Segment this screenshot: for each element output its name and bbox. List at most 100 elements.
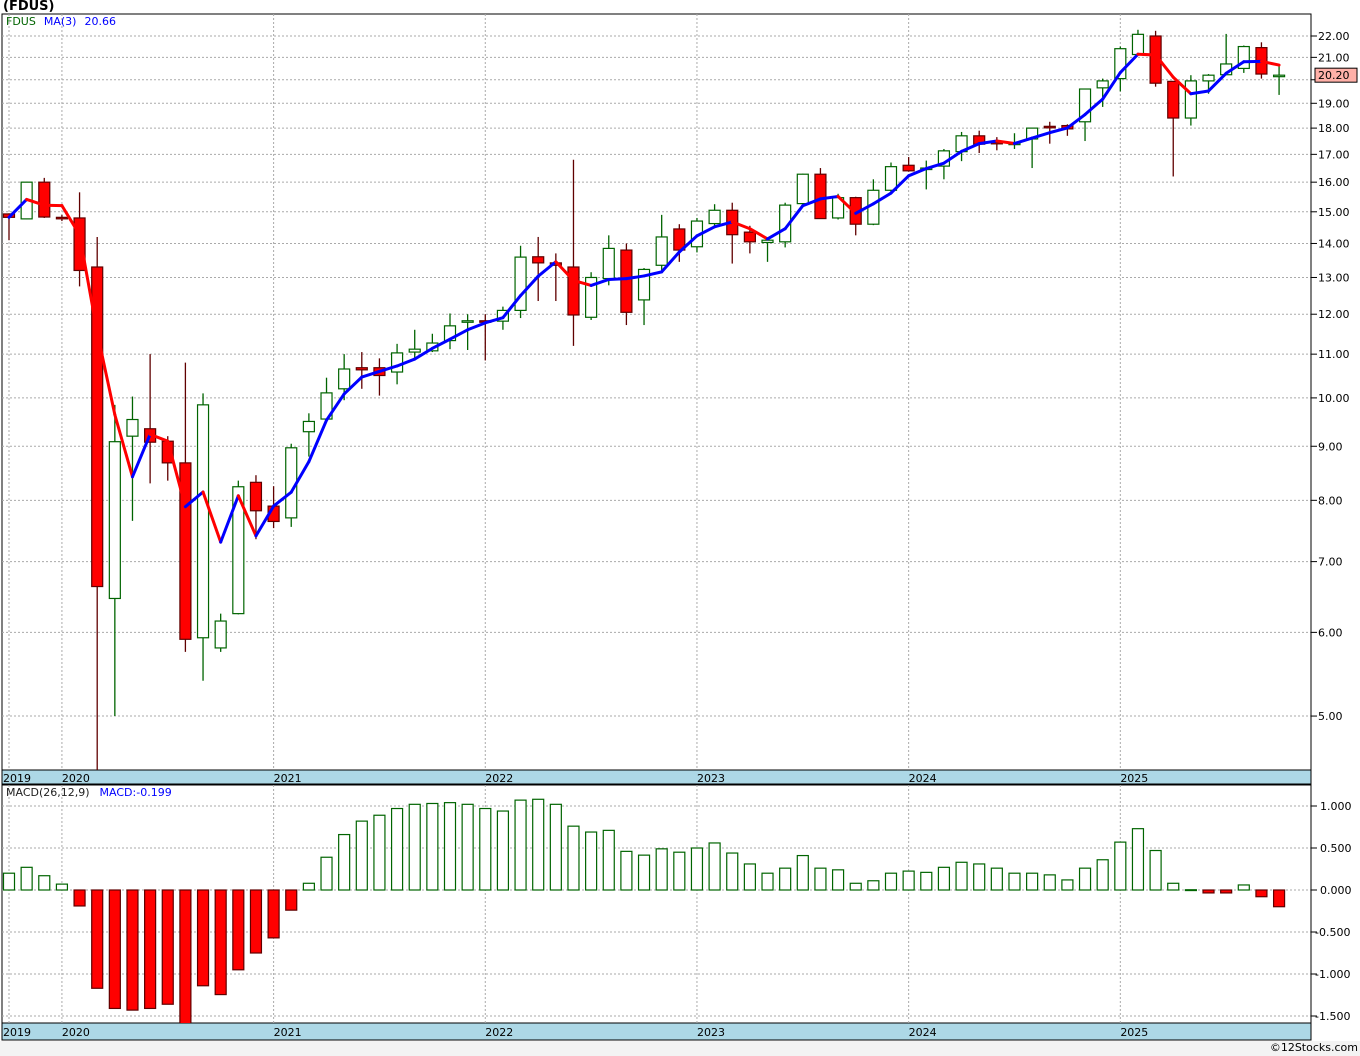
macd-bar bbox=[585, 831, 598, 891]
ma3-segment bbox=[995, 139, 1016, 145]
macd-bar bbox=[602, 829, 615, 891]
candle bbox=[214, 613, 227, 652]
macd-bar bbox=[796, 854, 809, 891]
candle bbox=[902, 157, 915, 172]
candle bbox=[38, 177, 51, 218]
candle-body bbox=[1237, 45, 1250, 70]
candle-body bbox=[655, 236, 668, 266]
macd-bar bbox=[567, 825, 580, 891]
macd-bar bbox=[514, 799, 527, 891]
macd-bar bbox=[20, 866, 33, 891]
candle-body bbox=[1184, 80, 1197, 119]
price-tick-label: 15.00 bbox=[1318, 206, 1350, 219]
candle bbox=[655, 214, 668, 271]
ma3-segment bbox=[113, 413, 134, 479]
candle-body bbox=[1078, 88, 1092, 123]
candle bbox=[567, 159, 580, 346]
candles bbox=[2, 29, 1286, 770]
candle-body bbox=[55, 216, 69, 220]
candle bbox=[796, 173, 809, 206]
candle-body bbox=[232, 486, 245, 615]
year-label: 2025 bbox=[1120, 772, 1148, 785]
macd-bar bbox=[179, 889, 192, 1023]
price-tick-label: 21.00 bbox=[1318, 51, 1350, 64]
candle bbox=[884, 162, 898, 194]
candle bbox=[249, 475, 263, 540]
ma3-segment bbox=[818, 194, 840, 201]
macd-bar bbox=[1237, 884, 1250, 891]
year-label: 2023 bbox=[697, 1026, 725, 1039]
macd-bar bbox=[884, 872, 898, 891]
macd-bar bbox=[126, 889, 139, 1011]
macd-bar bbox=[91, 889, 104, 989]
ma3-segment bbox=[483, 316, 505, 325]
macd-bar bbox=[637, 854, 651, 891]
ma3-segment bbox=[7, 197, 29, 219]
macd-bar bbox=[761, 872, 774, 891]
candle-body bbox=[390, 352, 404, 373]
macd-bar bbox=[1255, 889, 1268, 898]
candle-body bbox=[1131, 33, 1145, 56]
price-panel bbox=[1, 13, 1312, 771]
macd-bar bbox=[267, 889, 280, 939]
macd-tick-label: -1.500 bbox=[1315, 1010, 1350, 1023]
ma3-segment bbox=[730, 220, 752, 231]
macd-bar bbox=[285, 889, 298, 911]
year-label: 2024 bbox=[909, 1026, 937, 1039]
price-tick-label: 10.00 bbox=[1318, 392, 1350, 405]
macd-bar bbox=[496, 810, 510, 891]
candle-body bbox=[302, 420, 315, 433]
ma3-segment bbox=[624, 274, 646, 281]
candle-body bbox=[408, 348, 421, 353]
ma3-segment bbox=[854, 202, 875, 215]
current-price-label: 20.20 bbox=[1318, 69, 1350, 82]
candle bbox=[302, 413, 315, 457]
macd-bar bbox=[443, 802, 457, 891]
price-tick-label: 16.00 bbox=[1318, 176, 1350, 189]
macd-bar bbox=[55, 883, 69, 891]
ma3-segment bbox=[1224, 60, 1246, 75]
macd-tick-label: 0.000 bbox=[1320, 884, 1352, 897]
ma3-segment bbox=[342, 375, 364, 396]
candle-body bbox=[814, 173, 827, 220]
year-label: 2021 bbox=[274, 1026, 302, 1039]
candle-body bbox=[1272, 74, 1286, 78]
ma3-segment bbox=[25, 197, 46, 207]
macd-bar bbox=[108, 889, 121, 1010]
ma3-segment bbox=[360, 369, 381, 379]
macd-bar bbox=[955, 861, 968, 891]
ma3-segment bbox=[1030, 131, 1052, 140]
ma3-segment bbox=[272, 490, 293, 508]
ma3-segment bbox=[977, 139, 999, 146]
macd-bar bbox=[726, 852, 739, 891]
price-tick-label: 17.00 bbox=[1318, 148, 1350, 161]
candle-body bbox=[196, 404, 210, 639]
macd-bar bbox=[144, 889, 157, 1010]
macd-bar bbox=[408, 803, 421, 891]
macd-bar bbox=[867, 880, 880, 891]
macd-bar bbox=[479, 807, 492, 891]
legend-ma-value: 20.66 bbox=[84, 15, 116, 28]
candle-body bbox=[1167, 80, 1180, 119]
ma3-segment bbox=[695, 225, 717, 238]
date-band-top bbox=[1, 769, 1312, 785]
price-tick-label: 9.00 bbox=[1318, 440, 1343, 453]
ma3-segment bbox=[78, 233, 99, 334]
candle-body bbox=[1043, 125, 1056, 129]
macd-bar bbox=[461, 803, 474, 891]
price-tick-label: 6.00 bbox=[1318, 626, 1343, 639]
ma3-segment bbox=[1118, 52, 1140, 75]
current-price-marker bbox=[1314, 67, 1358, 83]
candle bbox=[532, 236, 545, 302]
ma3-segment bbox=[554, 260, 575, 282]
year-label: 2019 bbox=[3, 1026, 31, 1039]
candle bbox=[637, 268, 651, 326]
candle-body bbox=[1096, 80, 1109, 89]
macd-tick-label: 0.500 bbox=[1320, 842, 1352, 855]
candle bbox=[1272, 66, 1286, 95]
footer: ©12Stocks.com bbox=[0, 1041, 1360, 1056]
candle-body bbox=[1202, 74, 1215, 82]
candle-body bbox=[249, 481, 263, 512]
chart-title: (FDUS) bbox=[3, 0, 55, 14]
macd-bar bbox=[673, 851, 686, 891]
